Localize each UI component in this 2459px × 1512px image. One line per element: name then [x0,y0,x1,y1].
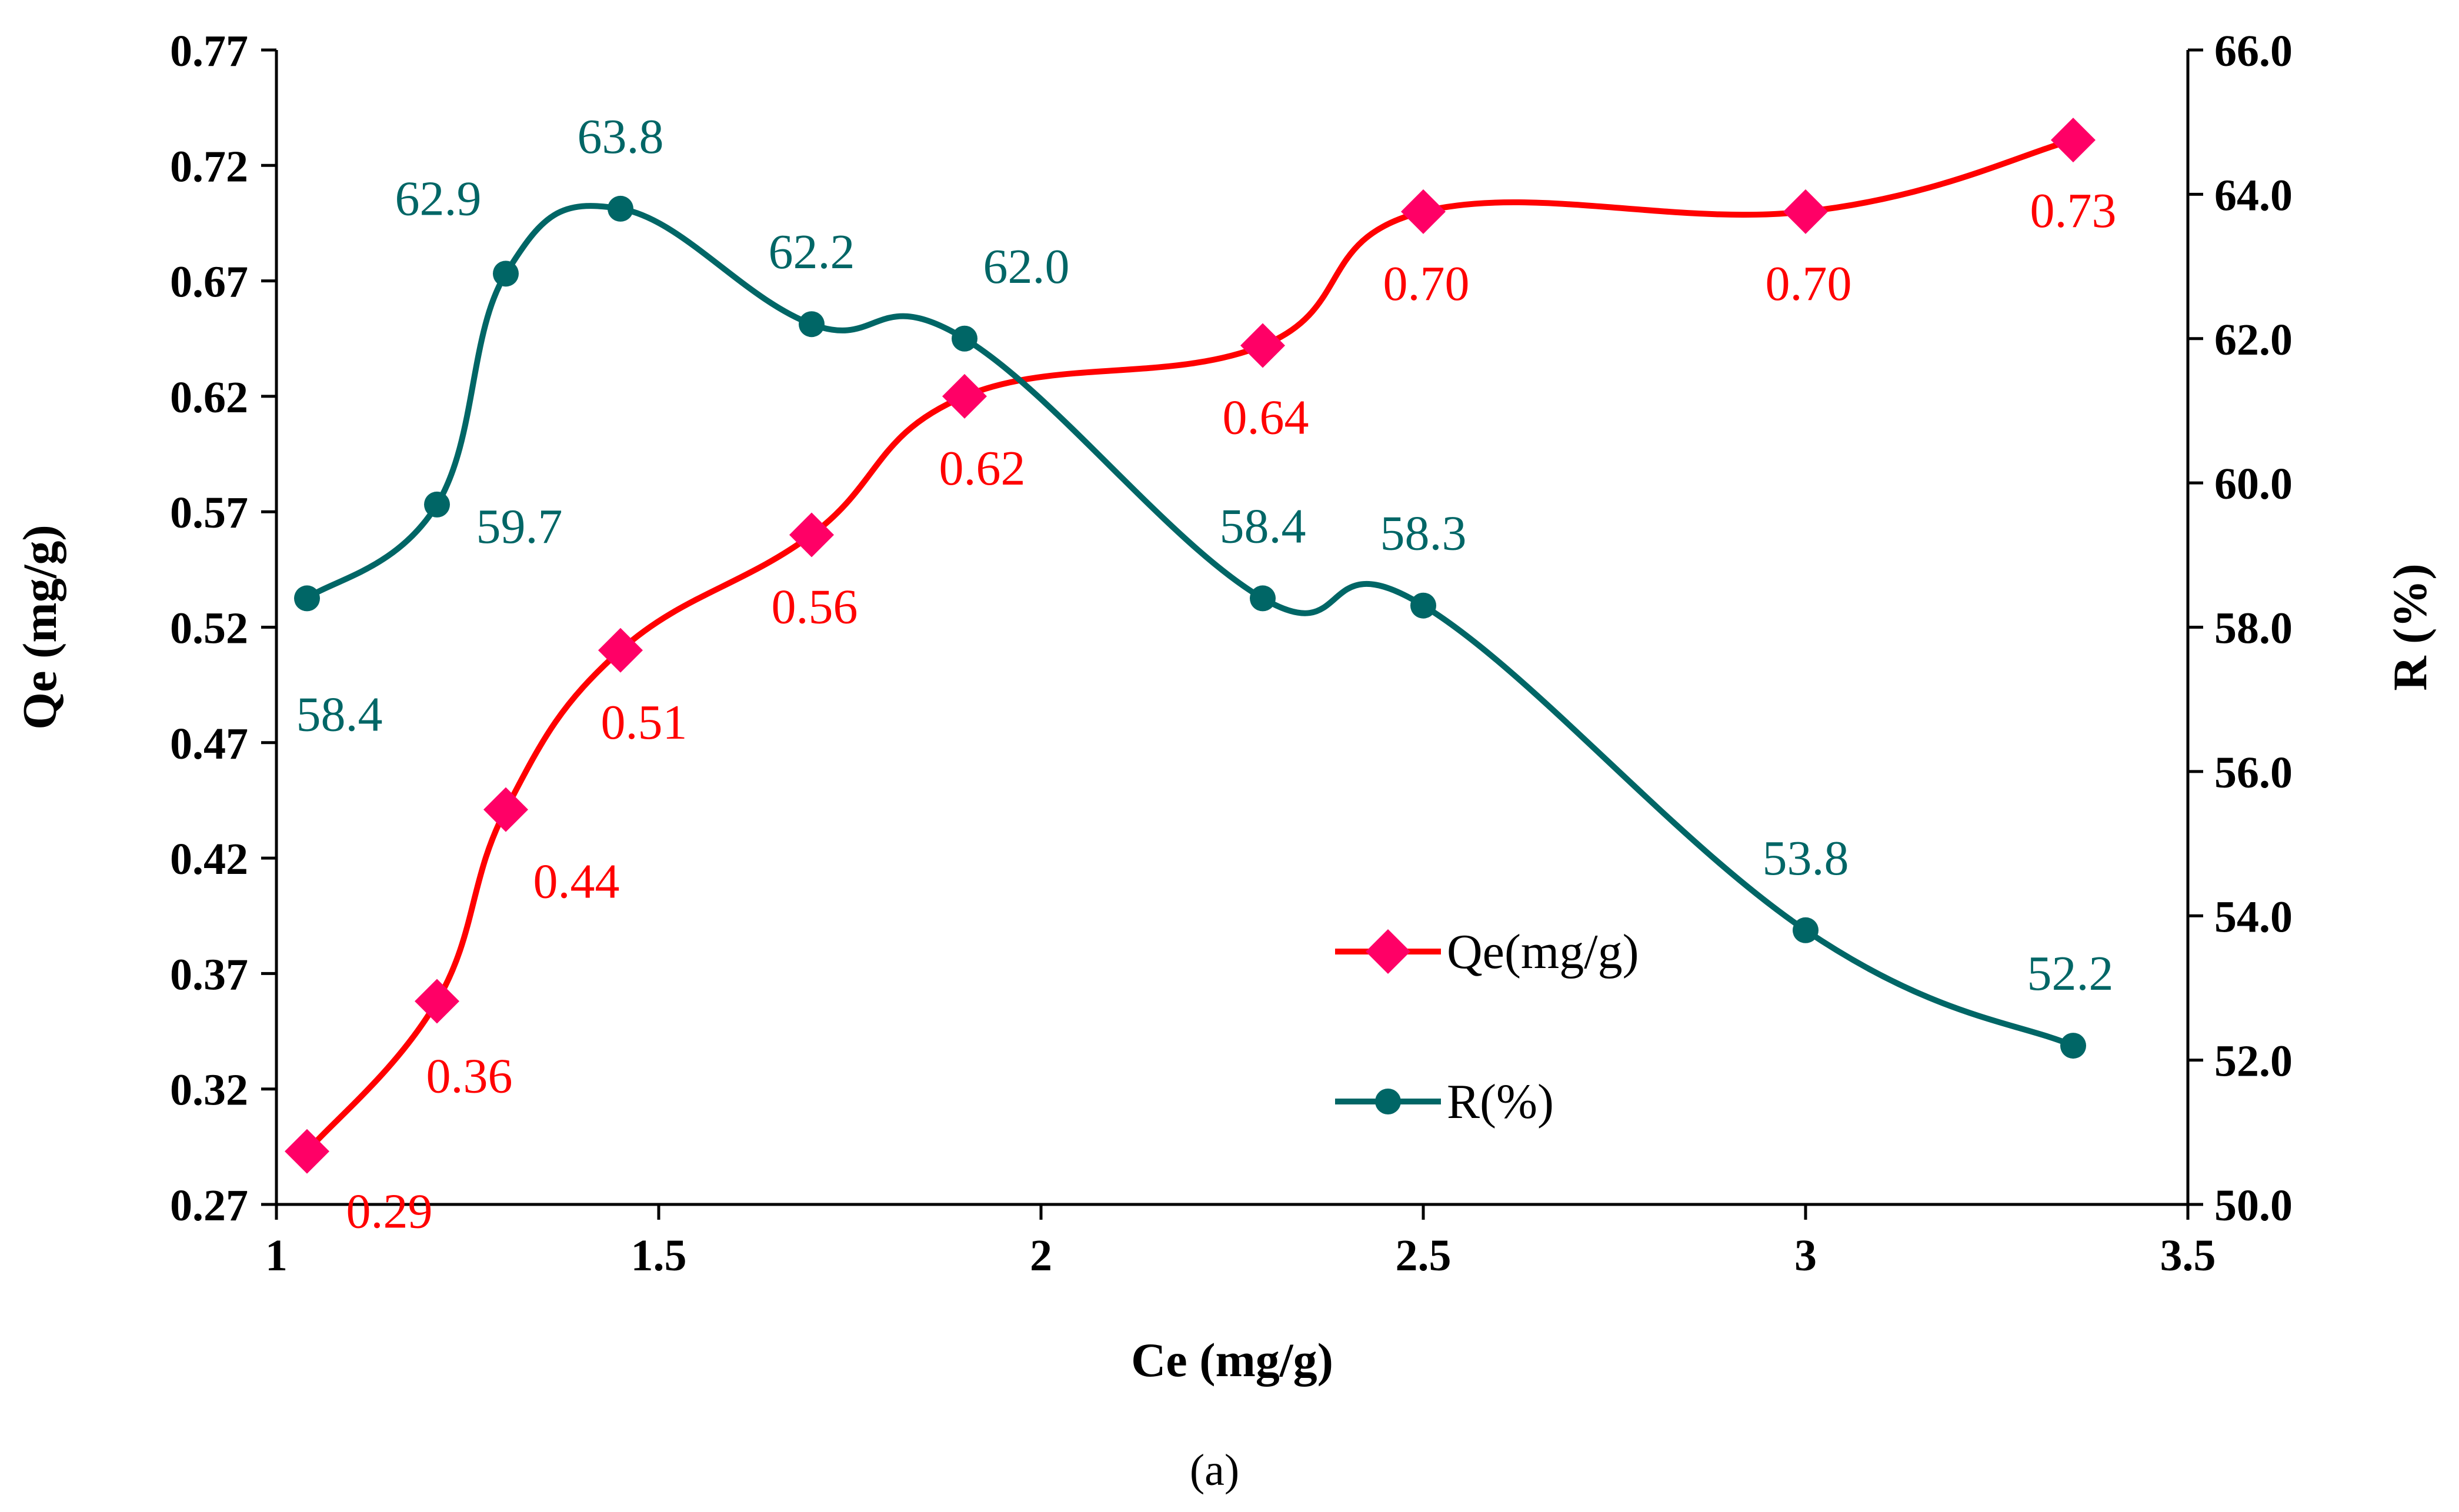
r-point [294,585,320,612]
qe-point [483,787,528,832]
y-tick-label: 0.67 [170,258,248,307]
y2-tick-label: 66.0 [2214,26,2293,76]
y2-tick-label: 60.0 [2214,459,2293,509]
qe-data-label: 0.29 [346,1184,433,1239]
r-data-label: 63.8 [578,109,664,164]
y-tick-label: 0.27 [170,1181,248,1230]
y-tick-label: 0.47 [170,719,248,769]
series-layer [285,118,2096,1174]
x-tick-label: 2 [1030,1231,1052,1280]
legend-label: R(%) [1447,1074,1554,1129]
x-tick-label: 3.5 [2160,1231,2216,1280]
qe-data-label: 0.64 [1223,390,1309,445]
x-tick-label: 3 [1794,1231,1817,1280]
qe-data-label: 0.44 [533,855,620,909]
r-point [493,261,519,287]
qe-data-label: 0.70 [1383,256,1470,311]
r-data-label: 53.8 [1763,831,1849,886]
y-tick-label: 0.37 [170,950,248,999]
y2-tick-label: 64.0 [2214,171,2293,220]
r-point [2060,1033,2086,1059]
legend: Qe(mg/g) R(%) [1335,924,1639,1129]
y2-tick-label: 54.0 [2214,892,2293,942]
figure-caption: (a) [1190,1446,1239,1495]
y-tick-label: 0.72 [170,142,248,191]
qe-point [2051,118,2096,163]
qe-point [285,1129,329,1174]
r-point [799,311,825,338]
qe-point [1240,323,1285,368]
r-data-label: 58.4 [296,687,383,742]
x-tick-label: 1 [265,1231,288,1280]
r-point [952,325,977,352]
x-axis-title: Ce (mg/g) [1131,1333,1333,1387]
y-tick-label: 0.32 [170,1066,248,1115]
qe-data-label: 0.51 [601,695,688,750]
y2-tick-label: 62.0 [2214,315,2293,365]
y2-tick-label: 58.0 [2214,604,2293,653]
x-tick-label: 2.5 [1396,1231,1452,1280]
qe-point [1783,189,1828,234]
qe-data-label: 0.70 [1766,256,1852,311]
y2-tick-label: 50.0 [2214,1181,2293,1230]
r-point [1793,917,1819,943]
r-data-label: 58.3 [1380,506,1467,561]
series-line-r [305,203,2074,1049]
y-tick-label: 0.42 [170,835,248,884]
qe-point [415,979,459,1024]
y2-axis-title: R (%) [2383,563,2437,690]
r-data-label: 62.2 [769,225,855,279]
qe-point [789,512,834,558]
y-tick-label: 0.52 [170,604,248,653]
r-point [1410,592,1436,619]
r-data-label: 52.2 [2027,946,2114,1001]
qe-data-label: 0.73 [2030,183,2117,238]
r-data-label: 62.0 [983,239,1070,294]
r-point [424,491,450,518]
legend-label: Qe(mg/g) [1447,924,1639,979]
axes: 1 1.5 2 2.5 3 3.5 0.27 0.32 0.37 0.42 0.47 0.52 0.57… [170,26,2293,1280]
qe-data-label: 0.36 [426,1049,513,1104]
r-data-label: 59.7 [476,499,563,554]
qe-point [1401,189,1446,234]
y-tick-label: 0.77 [170,26,248,76]
y2-tick-label: 56.0 [2214,748,2293,797]
r-data-label: 58.4 [1220,499,1306,553]
r-point [608,195,633,222]
y-axis-title: Qe (mg/g) [13,525,66,729]
qe-data-label: 0.56 [772,579,858,634]
data-labels: 0.29 0.36 0.44 0.51 0.56 0.62 0.64 0.70 0.70 0.73… [296,109,2117,1239]
x-tick-label: 1.5 [631,1231,687,1280]
y-tick-label: 0.57 [170,488,248,538]
legend-circle-icon [1375,1089,1401,1114]
qe-data-label: 0.62 [939,441,1026,496]
y-tick-label: 0.62 [170,373,248,422]
legend-diamond-icon [1366,929,1410,974]
r-point [1250,585,1276,612]
qe-point [598,628,643,673]
qe-point [942,373,987,419]
y2-tick-label: 52.0 [2214,1037,2293,1086]
r-data-label: 62.9 [395,171,482,226]
